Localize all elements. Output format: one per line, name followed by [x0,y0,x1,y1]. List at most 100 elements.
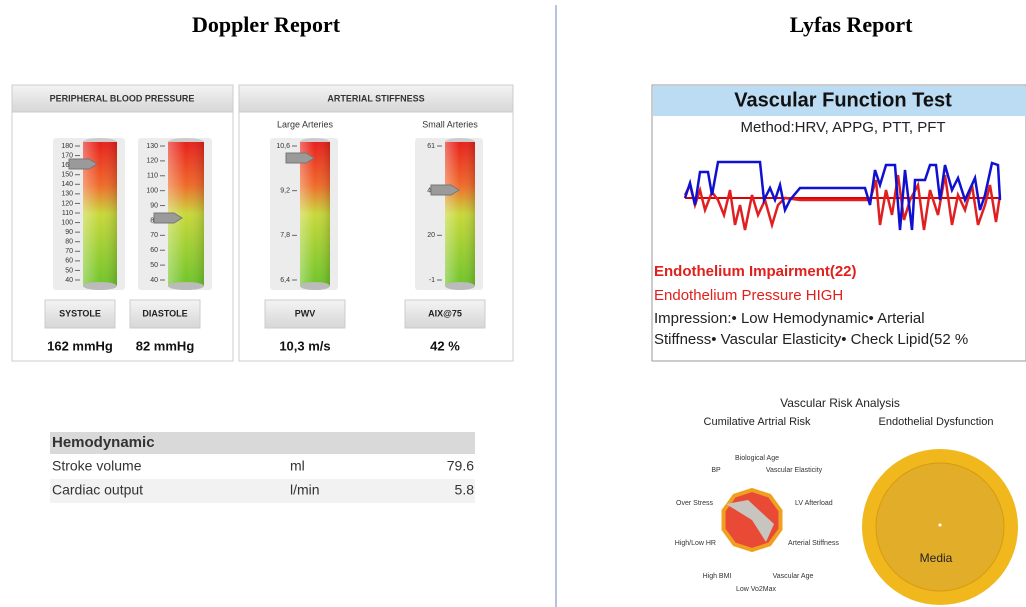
pointer [68,158,98,170]
tube-base [445,282,475,290]
tick-label: 130 [146,143,158,150]
tick-label: 90 [150,202,158,209]
table-title: Hemodynamic [52,434,155,451]
risk-title: Vascular Risk Analysis [780,396,900,410]
radar-label: High/Low HR [675,540,716,547]
inner-circle [875,462,1005,592]
tick-label: 70 [150,232,158,239]
blue-signal [683,160,1002,231]
pointer [430,184,460,196]
tick-label: 10,6 [276,143,290,150]
tick-label: 6,4 [280,277,290,284]
impairment: Endothelium Impairment(22) [654,263,857,280]
tick-label: 180 [61,143,73,150]
tube-shade [445,142,475,286]
gauge-button [44,299,116,329]
radar-label: Vascular Elasticity [766,467,823,474]
impression-line: Stiffness• Vascular Elasticity• Check Li… [654,331,968,348]
gauge-label: DIASTOLE [142,308,187,318]
tick-label: 90 [65,229,73,236]
peripheral-header-bar [11,84,234,113]
radar: Biological Age Vascular Elasticity LV Afte… [675,455,840,593]
gauge-sublabel: Small Arteries [422,119,478,129]
pointer [285,152,315,164]
radar-title: Cumilative Artrial Risk [704,416,811,428]
tick-label: 100 [61,219,73,226]
circle-title: Endothelial Dysfunction [879,416,994,428]
left-title: Doppler Report [192,12,341,37]
table-cell: ml [290,458,305,474]
radar-label: Low Vo2Max [736,586,777,593]
gauge-label: SYSTOLE [59,308,101,318]
tick-label: 50 [150,262,158,269]
gauge-reading: 162 mmHg [47,338,113,353]
tick-label: 40 [65,277,73,284]
tube-shade [300,142,330,286]
tick-label: 160 [61,162,73,169]
tick-label: 150 [61,172,73,179]
table-cell: l/min [290,482,320,498]
tick-label: 40 [150,277,158,284]
radar-label: Biological Age [735,455,779,462]
radar-label: LV Afterload [795,500,833,507]
arterial-header-bar [238,84,514,113]
tick-label: 60 [65,258,73,265]
tick-label: 70 [65,248,73,255]
table-body: Stroke volume ml 79.6 Cardiac output l/min 5.… [52,458,474,498]
tick-label: 7,8 [280,232,290,239]
pressure: Endothelium Pressure HIGH [654,287,843,304]
gauge-button [129,299,201,329]
radar-wedge [726,500,774,542]
table-header-bar [50,432,475,454]
tick-label: 61 [427,143,435,150]
tick-label: 110 [147,173,158,180]
peripheral-header: PERIPHERAL BLOOD PRESSURE [50,93,195,103]
tick-label: 20 [427,232,435,239]
pointer [153,212,183,224]
center-dot [938,523,942,527]
lyfas-panel [651,84,1026,362]
radar-label: Arterial Stiffness [788,540,839,547]
tube-base [83,282,117,290]
table-cell: 5.8 [455,482,475,498]
gauge-reading: 42 % [430,338,460,353]
tick-label: 9,2 [280,188,290,195]
radar-label: Vascular Age [773,573,814,580]
gauge-label: AIX@75 [428,308,462,318]
lyfas-header-bar [653,86,1026,116]
tube-base [300,282,330,290]
circle-label: Media [920,551,953,565]
table-row-bg [50,479,475,503]
tick-label: 60 [150,247,158,254]
gauge-sublabel: Large Arteries [277,119,334,129]
radar-label: BP [711,467,721,474]
gauge-reading: 10,3 m/s [279,338,330,353]
arterial-header: ARTERIAL STIFFNESS [327,93,424,103]
tick-label: 100 [146,188,158,195]
tick-label: 110 [62,210,73,217]
gauge-button [404,299,486,329]
radar-label: High BMI [703,573,732,580]
table-cell: Cardiac output [52,482,143,498]
tube-base [168,282,204,290]
tick-label: 120 [61,200,73,207]
table-cell: Stroke volume [52,458,142,474]
tick-label: 170 [61,152,73,159]
gauge-button [264,299,346,329]
tick-label: 120 [146,158,158,165]
impression-line: Impression:• Low Hemodynamic• Arterial [654,310,925,327]
gauge-reading: 82 mmHg [136,338,195,353]
tick-label: 140 [61,181,73,188]
right-title: Lyfas Report [790,12,914,37]
signal [683,160,1002,231]
tick-label: 50 [65,267,73,274]
table-cell: 79.6 [447,458,474,474]
tick-label: 80 [65,239,73,246]
tick-label: -1 [429,277,435,284]
test-title: Vascular Function Test [734,89,952,111]
method: Method:HRV, APPG, PTT, PFT [740,119,945,136]
radar-label: Over Stress [676,500,713,507]
gauge-label: PWV [295,308,316,318]
